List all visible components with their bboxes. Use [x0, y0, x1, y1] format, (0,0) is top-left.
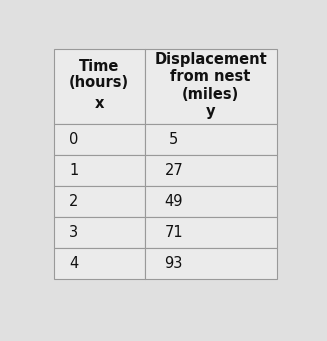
Text: 3: 3 — [69, 225, 78, 240]
Text: y: y — [206, 104, 215, 119]
Text: Time: Time — [79, 59, 119, 74]
Bar — [145, 186, 277, 217]
Bar — [145, 217, 277, 248]
Bar — [145, 124, 277, 154]
Text: Displacement: Displacement — [154, 53, 267, 68]
Bar — [145, 154, 277, 186]
Bar — [54, 186, 145, 217]
Text: (miles): (miles) — [182, 87, 239, 102]
Text: 2: 2 — [69, 194, 78, 209]
Bar — [145, 248, 277, 279]
Bar — [54, 49, 145, 124]
Text: 93: 93 — [164, 255, 183, 270]
Bar — [54, 217, 145, 248]
Bar — [145, 49, 277, 124]
Text: x: x — [95, 96, 104, 111]
Bar — [54, 248, 145, 279]
Text: 4: 4 — [69, 255, 78, 270]
Text: 1: 1 — [69, 163, 78, 178]
Bar — [54, 154, 145, 186]
Text: 5: 5 — [169, 132, 179, 147]
Bar — [54, 124, 145, 154]
Text: 0: 0 — [69, 132, 78, 147]
Text: 49: 49 — [164, 194, 183, 209]
Text: from nest: from nest — [170, 69, 251, 84]
Text: (hours): (hours) — [69, 75, 129, 90]
Text: 71: 71 — [164, 225, 183, 240]
Text: 27: 27 — [164, 163, 183, 178]
